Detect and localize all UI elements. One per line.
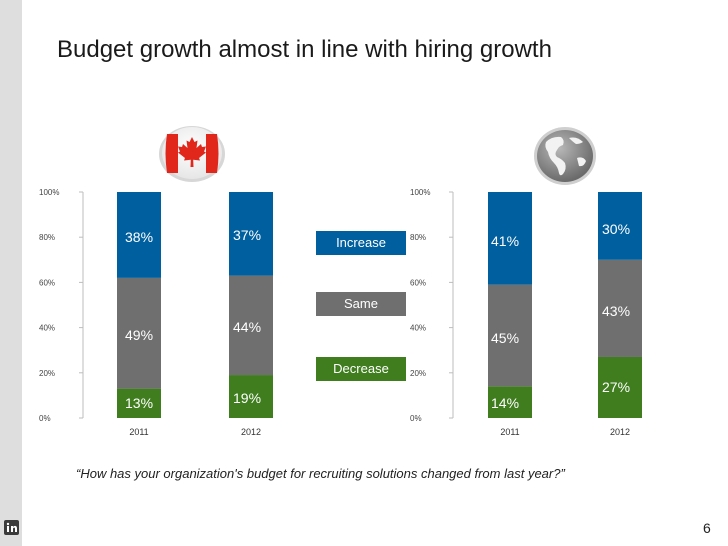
- data-label: 41%: [491, 233, 519, 249]
- bar-segment-increase: [117, 192, 161, 278]
- data-label: 30%: [602, 221, 630, 237]
- bar-segment-increase: [488, 192, 532, 285]
- y-tick-label: 100%: [410, 188, 430, 197]
- bar-segment-decrease: [488, 386, 532, 418]
- bar-segment-decrease: [229, 375, 273, 418]
- page-number: 6: [703, 520, 711, 536]
- legend-swatch-same: [316, 292, 406, 316]
- legend-label: Decrease: [333, 361, 389, 376]
- legend: Increase Same Decrease: [316, 231, 406, 381]
- x-tick-label: 2012: [241, 427, 261, 437]
- data-label: 19%: [233, 390, 261, 406]
- data-label: 38%: [125, 229, 153, 245]
- x-tick-label: 2011: [500, 427, 519, 437]
- bar-segment-same: [229, 275, 273, 376]
- left-rail: [0, 0, 22, 546]
- bar-segment-increase: [598, 192, 642, 260]
- y-tick-label: 0%: [410, 414, 422, 423]
- y-tick-label: 60%: [39, 278, 55, 287]
- legend-swatch-decrease: [316, 357, 406, 381]
- y-tick-label: 0%: [39, 414, 51, 423]
- y-tick-label: 20%: [39, 369, 55, 378]
- chart-global: 0% 20% 40% 60% 80% 100% 14% 45% 41% 2011 27% 43% 30%…: [410, 188, 642, 437]
- bar-segment-decrease: [598, 356, 642, 418]
- y-tick-label: 80%: [39, 233, 55, 242]
- bar-segment-same: [598, 259, 642, 357]
- data-label: 13%: [125, 395, 153, 411]
- x-tick-label: 2012: [610, 427, 630, 437]
- y-tick-label: 40%: [410, 324, 426, 333]
- y-tick-label: 100%: [39, 188, 59, 197]
- data-label: 43%: [602, 303, 630, 319]
- legend-label: Increase: [336, 235, 386, 250]
- y-tick-label: 20%: [410, 369, 426, 378]
- data-label: 14%: [491, 395, 519, 411]
- legend-label: Same: [344, 296, 378, 311]
- bar-segment-same: [117, 277, 161, 389]
- slide-title: Budget growth almost in line with hiring…: [57, 36, 552, 63]
- data-label: 37%: [233, 227, 261, 243]
- y-tick-label: 60%: [410, 278, 426, 287]
- data-label: 27%: [602, 379, 630, 395]
- y-tick-label: 40%: [39, 324, 55, 333]
- data-label: 45%: [491, 330, 519, 346]
- legend-swatch-increase: [316, 231, 406, 255]
- data-label: 44%: [233, 319, 261, 335]
- y-tick-label: 80%: [410, 233, 426, 242]
- data-label: 49%: [125, 327, 153, 343]
- globe-icon: [534, 127, 596, 185]
- bar-segment-same: [488, 284, 532, 387]
- x-tick-label: 2011: [129, 427, 148, 437]
- linkedin-icon[interactable]: [4, 520, 19, 535]
- bar-segment-increase: [229, 192, 273, 276]
- bar-segment-decrease: [117, 388, 161, 418]
- survey-question: “How has your organization's budget for …: [76, 466, 565, 481]
- chart-canada: 0% 20% 40% 60% 80% 100% 13% 49% 38% 2011 19% 44% 37%…: [39, 188, 273, 437]
- canada-flag-icon: [159, 126, 225, 182]
